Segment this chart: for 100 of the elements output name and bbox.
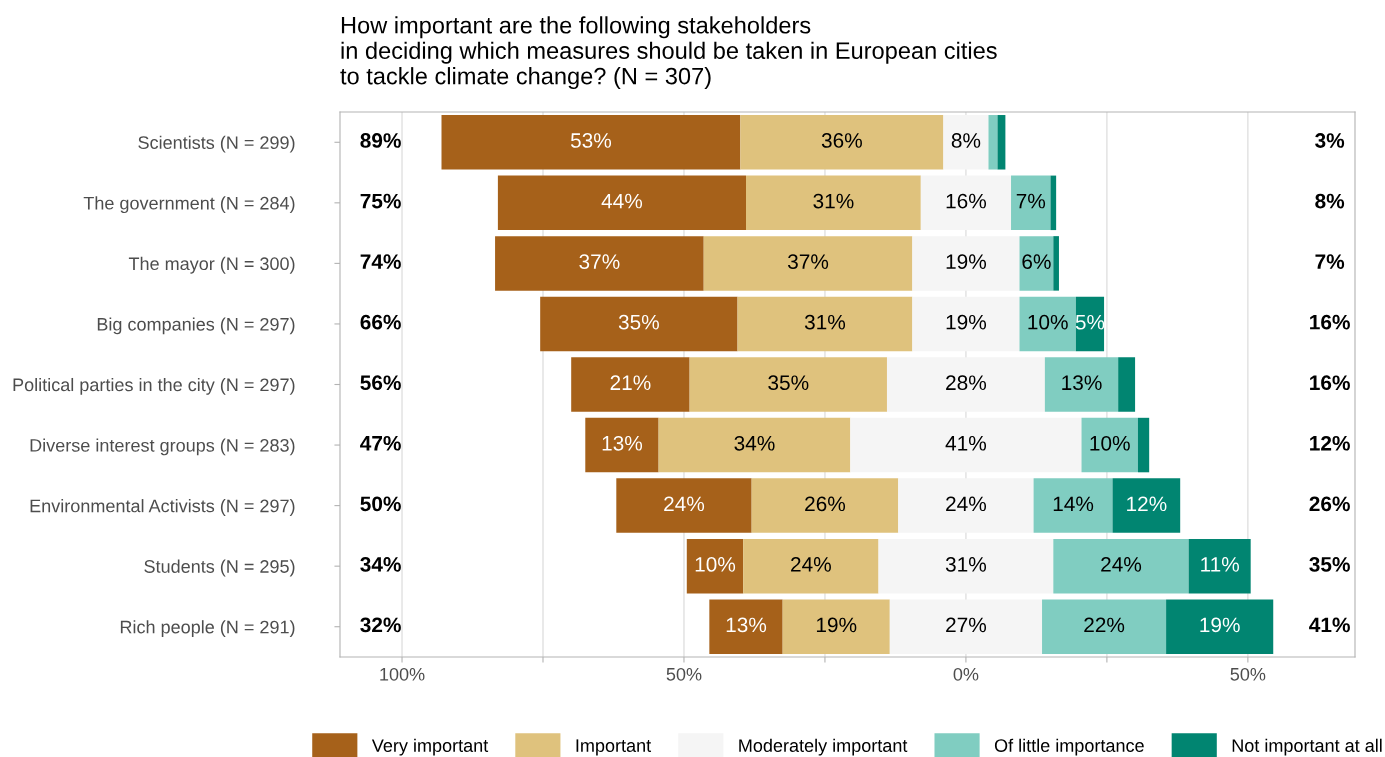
data-label: 12% (1127, 496, 1167, 512)
bar (737, 296, 913, 352)
annotation: 16% (1310, 375, 1350, 391)
bar (1019, 296, 1076, 352)
bar (920, 175, 1012, 231)
data-label: 28% (946, 375, 987, 391)
y-tick-label: Scientists (N = 299) (138, 135, 295, 153)
chart-title: How important are the following stakeholders in deciding which measures should be taken in European cities to tackle climate change? (N = 307) (340, 16, 997, 90)
data-label: 19% (816, 617, 857, 633)
data-label: 14% (1053, 496, 1094, 512)
bar (1118, 357, 1136, 412)
data-label: 19% (946, 254, 987, 269)
legend-label: Moderately important (739, 738, 908, 756)
bar (689, 357, 887, 412)
bar (441, 115, 741, 170)
annotation: 35% (1309, 557, 1350, 572)
data-label: 6% (1022, 254, 1051, 269)
bar (912, 296, 1020, 352)
data-label: 44% (601, 193, 643, 209)
data-label: 37% (579, 254, 620, 269)
annotation: 50% (360, 496, 401, 512)
data-label: 34% (734, 435, 775, 451)
data-label: 27% (946, 617, 987, 633)
data-label: 53% (570, 133, 612, 148)
annotation: 32% (360, 617, 401, 633)
bar (1112, 478, 1181, 533)
annotation: 75% (360, 193, 401, 209)
legend-label: Important (576, 739, 652, 756)
data-label: 7% (1016, 193, 1046, 209)
bar (1019, 236, 1054, 291)
bar (658, 417, 851, 473)
bar (686, 538, 744, 594)
bar (898, 478, 1034, 533)
bar (585, 417, 659, 473)
data-label: 24% (791, 557, 831, 572)
bar (1042, 599, 1167, 654)
data-label: 37% (787, 254, 829, 269)
x-tick-label: 0% (953, 667, 979, 681)
data-label: 10% (695, 557, 736, 572)
bar (495, 236, 704, 291)
bar (850, 417, 1082, 473)
y-tick-label: The mayor (N = 300) (128, 256, 295, 274)
legend-label: Very important (371, 738, 489, 756)
bar (746, 175, 921, 231)
data-label: 36% (821, 133, 862, 148)
annotation: 74% (360, 254, 401, 269)
bar (997, 115, 1006, 170)
annotation: 41% (1309, 617, 1350, 633)
data-label: 13% (602, 435, 643, 451)
annotation: 16% (1310, 314, 1350, 330)
bar (988, 115, 998, 170)
annotation: 56% (360, 375, 401, 391)
data-label: 21% (610, 375, 651, 391)
bar (751, 478, 899, 533)
bar (782, 599, 890, 654)
bar (878, 538, 1054, 594)
annotation: 34% (360, 557, 401, 572)
bar (616, 478, 752, 533)
bar (886, 357, 1045, 412)
data-label: 31% (804, 314, 846, 330)
legend-label: Of little importance (994, 738, 1144, 756)
annotation: 26% (1309, 496, 1350, 512)
data-label: 19% (1200, 617, 1240, 633)
annotation: 47% (360, 435, 401, 451)
bar (1137, 417, 1150, 473)
data-label: 11% (1201, 557, 1240, 572)
bar (571, 357, 690, 412)
bar (889, 599, 1043, 654)
x-tick-label: 100% (380, 667, 425, 681)
bar (1044, 357, 1119, 412)
bar (740, 115, 944, 170)
x-tick-label: 50% (666, 667, 702, 681)
annotation: 89% (360, 133, 401, 148)
bar (703, 236, 913, 291)
annotation: 12% (1310, 435, 1350, 451)
data-label: 19% (946, 314, 987, 330)
y-tick-label: Big companies (N = 297) (97, 317, 295, 335)
data-label: 10% (1090, 435, 1130, 451)
data-label: 13% (1062, 375, 1102, 391)
bar (1166, 599, 1274, 654)
bar (1053, 538, 1189, 594)
bar (1053, 236, 1059, 291)
bar (709, 599, 783, 654)
data-label: 24% (664, 496, 705, 512)
y-tick-label: Students (N = 295) (144, 559, 295, 577)
legend-label: Not important at all (1232, 738, 1382, 756)
bar (1081, 417, 1138, 473)
data-label: 31% (813, 193, 854, 209)
bar (1033, 478, 1113, 533)
bar (1188, 538, 1251, 594)
y-tick-label: The government (N = 284) (83, 196, 295, 214)
data-label: 24% (946, 496, 987, 512)
data-label: 22% (1084, 617, 1125, 633)
data-label: 35% (618, 314, 659, 330)
bar (497, 175, 746, 231)
y-tick-label: Diverse interest groups (N = 283) (30, 438, 295, 456)
data-label: 26% (805, 496, 846, 512)
y-tick-label: Environmental Activists (N = 297) (30, 499, 295, 516)
data-label: 41% (945, 435, 987, 451)
bar (1011, 175, 1051, 231)
